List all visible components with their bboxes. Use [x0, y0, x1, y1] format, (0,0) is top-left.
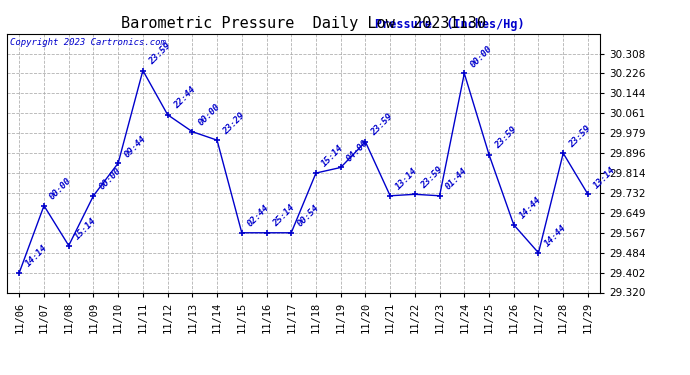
Text: 00:00: 00:00	[48, 176, 74, 201]
Text: 25:14: 25:14	[270, 203, 296, 229]
Text: 13:14: 13:14	[592, 165, 618, 190]
Text: 01:44: 01:44	[444, 166, 469, 192]
Text: 13:14: 13:14	[394, 166, 420, 192]
Text: Pressure  (Inches/Hg): Pressure (Inches/Hg)	[375, 18, 524, 31]
Text: 23:59: 23:59	[567, 124, 593, 149]
Text: 23:29: 23:29	[221, 111, 246, 136]
Text: 00:00: 00:00	[469, 44, 494, 69]
Text: 15:14: 15:14	[73, 216, 98, 242]
Text: 23:59: 23:59	[147, 41, 172, 66]
Text: 23:59: 23:59	[370, 112, 395, 138]
Text: 23:59: 23:59	[419, 165, 444, 190]
Text: 04:00: 04:00	[345, 138, 371, 163]
Text: 22:44: 22:44	[172, 85, 197, 111]
Text: 14:44: 14:44	[518, 195, 543, 220]
Text: 14:44: 14:44	[542, 223, 568, 249]
Text: 02:44: 02:44	[246, 203, 271, 229]
Text: 15:14: 15:14	[320, 144, 346, 169]
Text: 00:54: 00:54	[295, 203, 321, 229]
Text: Copyright 2023 Cartronics.com: Copyright 2023 Cartronics.com	[10, 38, 166, 46]
Text: 00:00: 00:00	[97, 166, 123, 192]
Text: 00:00: 00:00	[197, 102, 222, 128]
Title: Barometric Pressure  Daily Low  20231130: Barometric Pressure Daily Low 20231130	[121, 16, 486, 31]
Text: 09:44: 09:44	[122, 134, 148, 159]
Text: 23:59: 23:59	[493, 125, 519, 150]
Text: 14:14: 14:14	[23, 243, 49, 268]
